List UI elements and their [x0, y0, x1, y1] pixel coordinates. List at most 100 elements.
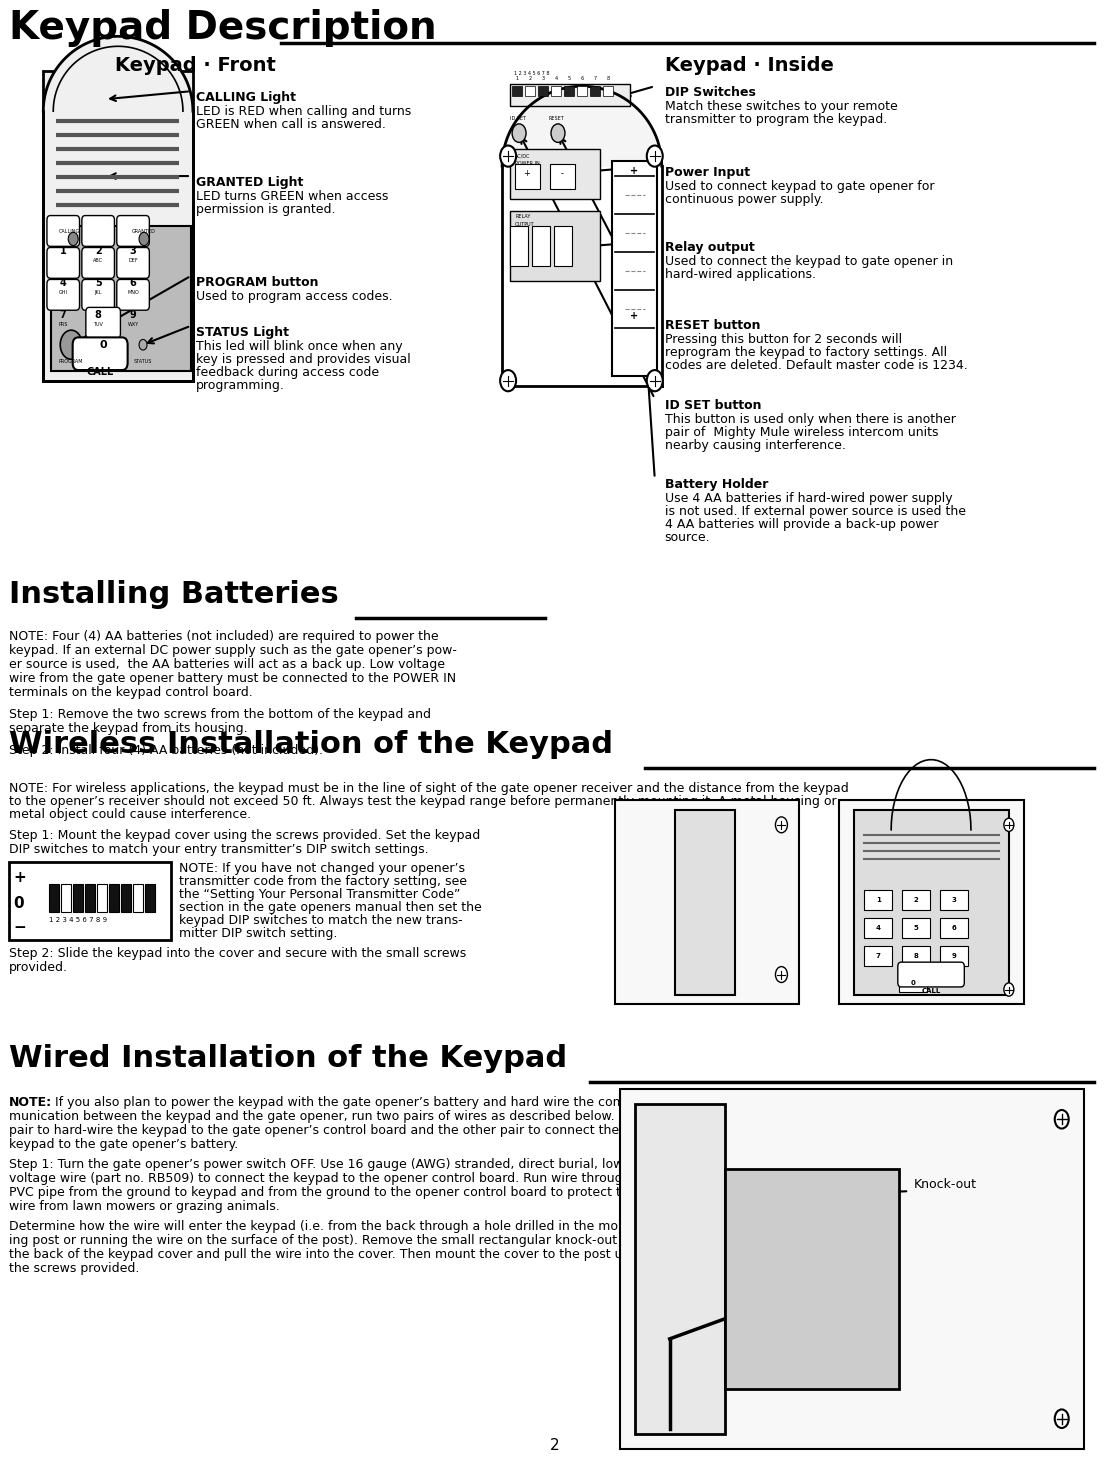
Text: GRANTED Light: GRANTED Light [195, 177, 303, 188]
Text: LED turns GREEN when access: LED turns GREEN when access [195, 190, 388, 203]
Bar [554, 227, 572, 266]
Bar [899, 973, 927, 992]
Text: This led will blink once when any: This led will blink once when any [195, 340, 403, 353]
Text: 3: 3 [542, 77, 545, 81]
Text: STATUS Light: STATUS Light [195, 325, 289, 339]
Text: permission is granted.: permission is granted. [195, 203, 335, 216]
Text: NOTE:: NOTE: [9, 1097, 52, 1110]
Bar [98, 883, 108, 911]
Bar [603, 87, 613, 96]
Text: Keypad Description: Keypad Description [9, 9, 437, 47]
Bar [577, 87, 587, 96]
Bar [145, 883, 155, 911]
FancyBboxPatch shape [47, 215, 80, 246]
Bar [515, 163, 541, 188]
Bar [902, 945, 930, 966]
Circle shape [501, 146, 516, 166]
Circle shape [1054, 1410, 1069, 1428]
Circle shape [551, 124, 565, 143]
Text: Used to connect the keypad to gate opener in: Used to connect the keypad to gate opene… [665, 255, 952, 268]
Bar [635, 1104, 725, 1434]
Text: DIP switches to match your entry transmitter’s DIP switch settings.: DIP switches to match your entry transmi… [9, 843, 428, 855]
Text: −: − [13, 920, 27, 935]
Bar [865, 917, 892, 938]
Text: 0: 0 [99, 340, 107, 350]
Bar [511, 227, 528, 266]
Text: pair of  Mighty Mule wireless intercom units: pair of Mighty Mule wireless intercom un… [665, 425, 938, 439]
Text: CALL: CALL [921, 988, 940, 994]
Text: +: + [629, 166, 638, 177]
Text: PVC pipe from the ground to keypad and from the ground to the opener control boa: PVC pipe from the ground to keypad and f… [9, 1186, 637, 1200]
Text: Pressing this button for 2 seconds will: Pressing this button for 2 seconds will [665, 333, 901, 346]
Text: hard-wired applications.: hard-wired applications. [665, 268, 816, 281]
Circle shape [60, 330, 82, 359]
Bar [940, 917, 968, 938]
Text: Used to connect keypad to gate opener for: Used to connect keypad to gate opener fo… [665, 180, 935, 193]
Bar [49, 883, 59, 911]
Bar [551, 163, 575, 188]
FancyBboxPatch shape [47, 280, 80, 311]
Text: 8: 8 [94, 309, 102, 319]
Text: to the opener’s receiver should not exceed 50 ft. Always test the keypad range b: to the opener’s receiver should not exce… [9, 795, 837, 808]
Text: 1: 1 [515, 77, 518, 81]
Text: 4: 4 [60, 278, 67, 289]
Bar [865, 889, 892, 910]
Text: 4: 4 [554, 77, 557, 81]
Text: 0: 0 [910, 979, 916, 986]
FancyBboxPatch shape [82, 247, 114, 278]
Text: JKL: JKL [94, 290, 102, 296]
Bar [551, 87, 561, 96]
Text: transmitter to program the keypad.: transmitter to program the keypad. [665, 113, 887, 127]
Bar [51, 227, 191, 371]
Circle shape [501, 369, 516, 392]
Bar [538, 87, 548, 96]
Text: 2: 2 [914, 896, 918, 902]
Bar [133, 883, 143, 911]
Text: transmitter code from the factory setting, see: transmitter code from the factory settin… [179, 874, 467, 888]
Text: AC/DC: AC/DC [515, 153, 531, 158]
FancyBboxPatch shape [898, 963, 965, 986]
Bar [564, 87, 574, 96]
Text: codes are deleted. Default master code is 1234.: codes are deleted. Default master code i… [665, 359, 968, 372]
Text: Installing Batteries: Installing Batteries [9, 580, 340, 609]
Text: LED is RED when calling and turns: LED is RED when calling and turns [195, 105, 411, 118]
Circle shape [1054, 1110, 1069, 1129]
Text: 4 AA batteries will provide a back-up power: 4 AA batteries will provide a back-up po… [665, 518, 938, 531]
Text: pair to hard-wire the keypad to the gate opener’s control board and the other pa: pair to hard-wire the keypad to the gate… [9, 1125, 619, 1138]
Text: ID SET: ID SET [511, 116, 526, 121]
Text: 1 2 3 4 5 6 7 8: 1 2 3 4 5 6 7 8 [514, 71, 549, 77]
Text: key is pressed and provides visual: key is pressed and provides visual [195, 353, 411, 365]
Text: 1: 1 [876, 896, 880, 902]
Text: Step 1: Turn the gate opener’s power switch OFF. Use 16 gauge (AWG) stranded, di: Step 1: Turn the gate opener’s power swi… [9, 1158, 624, 1172]
Text: CALL: CALL [87, 367, 113, 377]
Text: 0: 0 [13, 895, 24, 911]
Text: -: - [561, 169, 564, 178]
Text: separate the keypad from its housing.: separate the keypad from its housing. [9, 723, 248, 735]
Bar [940, 945, 968, 966]
Bar [589, 87, 599, 96]
Text: source.: source. [665, 531, 710, 545]
Polygon shape [502, 87, 662, 166]
FancyBboxPatch shape [117, 247, 150, 278]
Circle shape [647, 369, 663, 392]
FancyBboxPatch shape [47, 247, 80, 278]
Circle shape [647, 146, 663, 166]
Bar [615, 799, 799, 1004]
FancyBboxPatch shape [82, 280, 114, 311]
Text: Wireless Installation of the Keypad: Wireless Installation of the Keypad [9, 730, 614, 760]
Circle shape [1003, 818, 1013, 832]
Text: keypad DIP switches to match the new trans-: keypad DIP switches to match the new tra… [179, 914, 463, 927]
Text: provided.: provided. [9, 961, 69, 973]
Text: GHI: GHI [59, 290, 68, 296]
Circle shape [1003, 983, 1013, 997]
Bar [525, 87, 535, 96]
Circle shape [776, 967, 787, 982]
Text: 6: 6 [951, 924, 957, 930]
Text: 2: 2 [528, 77, 532, 81]
Text: 4: 4 [876, 924, 880, 930]
Text: 9: 9 [130, 309, 137, 319]
Text: DIP Switches: DIP Switches [665, 87, 756, 99]
Text: keypad. If an external DC power supply such as the gate opener’s pow-: keypad. If an external DC power supply s… [9, 645, 457, 657]
FancyBboxPatch shape [72, 337, 128, 369]
Text: wire from lawn mowers or grazing animals.: wire from lawn mowers or grazing animals… [9, 1200, 280, 1213]
